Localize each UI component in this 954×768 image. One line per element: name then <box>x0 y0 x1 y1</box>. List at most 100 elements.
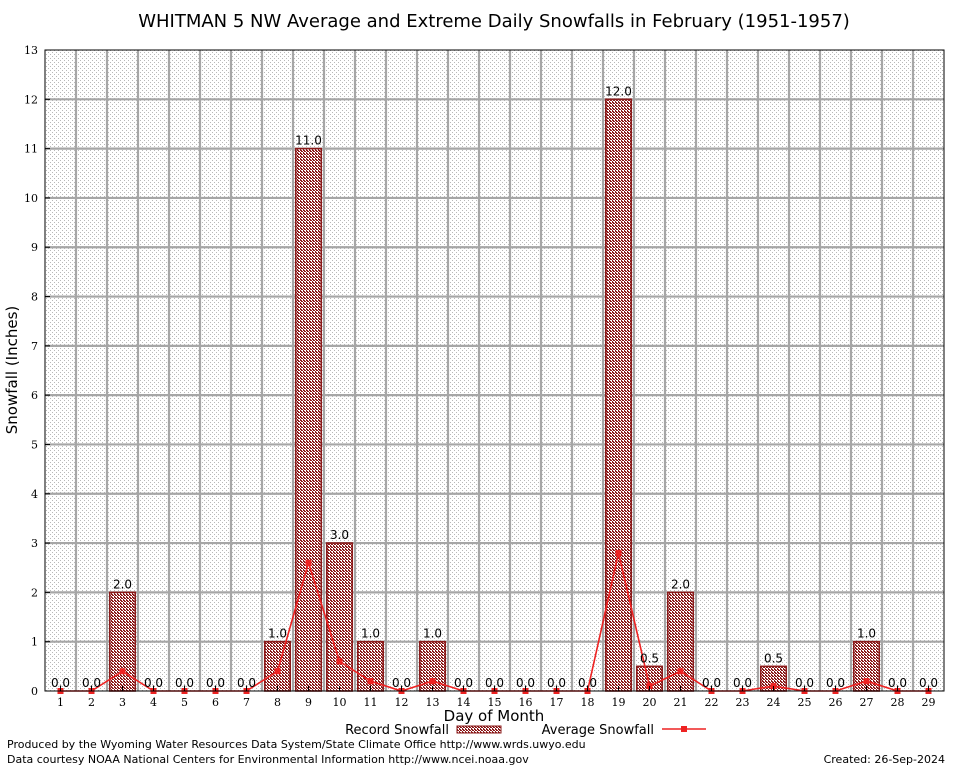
data-label-day-11: 1.0 <box>361 627 380 641</box>
footer-courtesy: Data courtesy NOAA National Centers for … <box>7 753 529 766</box>
legend-marker-average <box>681 726 687 732</box>
data-label-day-24: 0.5 <box>764 651 783 665</box>
x-tick-label: 4 <box>150 696 157 709</box>
data-label-day-7: 0.0 <box>237 676 256 690</box>
average-point-day-10 <box>336 658 343 665</box>
data-labels: 0.0 0.0 2.0 0.0 0.0 0.0 0.0 1.0 11.0 3.0 1.0 0.0 1.0… <box>51 84 938 690</box>
x-tick-label: 10 <box>333 696 347 709</box>
y-tick-label: 7 <box>31 340 38 353</box>
x-tick-label: 2 <box>88 696 95 709</box>
footer-produced-by: Produced by the Wyoming Water Resources … <box>7 738 586 751</box>
y-tick-label: 11 <box>24 143 38 156</box>
data-label-day-18: 0.0 <box>578 676 597 690</box>
x-tick-label: 18 <box>581 696 595 709</box>
legend-label-record: Record Snowfall <box>345 723 449 738</box>
data-label-day-1: 0.0 <box>51 676 70 690</box>
x-tick-label: 24 <box>767 696 781 709</box>
data-label-day-26: 0.0 <box>826 676 845 690</box>
data-label-day-15: 0.0 <box>485 676 504 690</box>
data-label-day-9: 11.0 <box>295 134 322 148</box>
x-tick-label: 22 <box>705 696 719 709</box>
x-tick-label: 13 <box>426 696 440 709</box>
x-tick-label: 7 <box>243 696 250 709</box>
data-label-day-5: 0.0 <box>175 676 194 690</box>
x-tick-label: 1 <box>57 696 64 709</box>
x-axis-title: Day of Month <box>444 707 545 725</box>
y-tick-label: 5 <box>31 438 38 451</box>
average-point-day-21 <box>677 668 684 675</box>
data-label-day-25: 0.0 <box>795 676 814 690</box>
data-label-day-17: 0.0 <box>547 676 566 690</box>
data-label-day-16: 0.0 <box>516 676 535 690</box>
x-tick-label: 9 <box>305 696 312 709</box>
bar-record-day-3 <box>108 591 137 692</box>
legend-label-average: Average Snowfall <box>542 723 654 738</box>
y-tick-label: 6 <box>31 389 38 402</box>
x-tick-label: 8 <box>274 696 281 709</box>
data-label-day-19: 12.0 <box>605 84 632 98</box>
x-tick-label: 25 <box>798 696 812 709</box>
average-point-day-11 <box>367 678 374 685</box>
plot-area <box>45 50 944 691</box>
data-label-day-8: 1.0 <box>268 627 287 641</box>
x-tick-label: 28 <box>891 696 905 709</box>
data-label-day-21: 2.0 <box>671 577 690 591</box>
y-tick-label: 3 <box>31 537 38 550</box>
x-tick-label: 12 <box>395 696 409 709</box>
bar-record-day-8 <box>263 640 292 692</box>
average-point-day-13 <box>429 678 436 685</box>
chart-title: WHITMAN 5 NW Average and Extreme Daily S… <box>138 11 850 32</box>
bar-record-day-10 <box>325 542 354 692</box>
y-axis-title: Snowfall (Inches) <box>3 306 21 434</box>
average-point-day-9 <box>305 559 312 566</box>
data-label-day-4: 0.0 <box>144 676 163 690</box>
y-tick-label: 10 <box>24 192 38 205</box>
plot-border <box>44 49 945 692</box>
x-tick-label: 17 <box>550 696 564 709</box>
data-label-day-29: 0.0 <box>919 676 938 690</box>
x-tick-label: 21 <box>674 696 688 709</box>
y-tick-label: 9 <box>31 241 38 254</box>
data-label-day-13: 1.0 <box>423 627 442 641</box>
footer-created: Created: 26-Sep-2024 <box>824 753 945 766</box>
legend-swatch-record <box>456 725 502 734</box>
x-tick-label: 26 <box>829 696 843 709</box>
data-label-day-20: 0.5 <box>640 651 659 665</box>
x-ticks: 1 2 3 4 5 6 7 8 9 10 11 12 13 14 15 16 17 18 19 20 21 22 23 24 2… <box>57 686 936 709</box>
data-label-day-27: 1.0 <box>857 627 876 641</box>
x-tick-label: 15 <box>488 696 502 709</box>
y-tick-label: 8 <box>31 291 38 304</box>
data-label-day-28: 0.0 <box>888 676 907 690</box>
x-tick-label: 11 <box>364 696 378 709</box>
x-tick-label: 6 <box>212 696 219 709</box>
legend: Record Snowfall Average Snowfall <box>345 723 706 738</box>
y-tick-label: 13 <box>24 44 38 57</box>
data-label-day-10: 3.0 <box>330 528 349 542</box>
bar-record-day-9 <box>294 147 323 692</box>
data-label-day-6: 0.0 <box>206 676 225 690</box>
data-label-day-12: 0.0 <box>392 676 411 690</box>
data-label-day-2: 0.0 <box>82 676 101 690</box>
average-point-day-27 <box>863 678 870 685</box>
data-label-day-23: 0.0 <box>733 676 752 690</box>
x-tick-label: 23 <box>736 696 750 709</box>
data-label-day-22: 0.0 <box>702 676 721 690</box>
average-point-day-19 <box>615 549 622 556</box>
x-tick-label: 16 <box>519 696 533 709</box>
x-tick-label: 20 <box>643 696 657 709</box>
average-point-day-3 <box>119 668 126 675</box>
x-tick-label: 14 <box>457 696 471 709</box>
y-tick-label: 1 <box>31 636 38 649</box>
data-label-day-3: 2.0 <box>113 577 132 591</box>
x-tick-label: 5 <box>181 696 188 709</box>
average-point-day-8 <box>274 668 281 675</box>
y-tick-label: 2 <box>31 586 38 599</box>
x-tick-label: 29 <box>922 696 936 709</box>
gridlines <box>45 50 944 691</box>
bar-record-day-19 <box>604 98 633 692</box>
x-tick-label: 27 <box>860 696 874 709</box>
y-tick-label: 12 <box>24 93 38 106</box>
y-tick-label: 4 <box>31 488 38 501</box>
